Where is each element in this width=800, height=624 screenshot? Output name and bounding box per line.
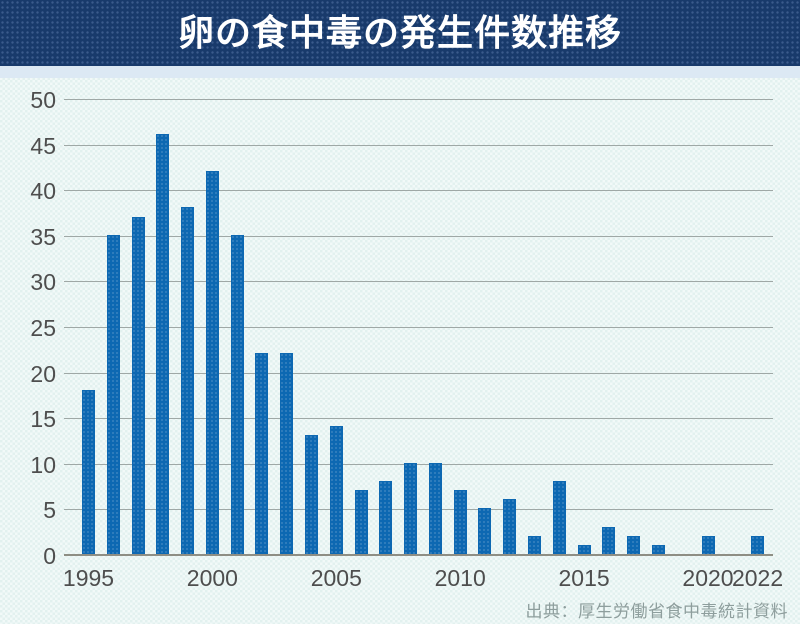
gridline-15: [64, 418, 773, 420]
bar-2006: [354, 490, 368, 554]
bar-1996: [106, 234, 120, 554]
chart-header: 卵の食中毒の発生件数推移: [0, 0, 800, 66]
bar-2005: [329, 426, 343, 554]
y-axis-label-40: 40: [30, 178, 56, 205]
x-axis-label-2000: 2000: [186, 565, 238, 591]
bar-2000: [205, 170, 219, 554]
x-axis-label-2022: 2022: [731, 565, 784, 591]
bar-2008: [404, 462, 418, 554]
y-axis-label-35: 35: [30, 223, 56, 250]
gridline-25: [64, 327, 773, 328]
bar-1995: [82, 389, 95, 554]
bar-2010: [453, 490, 467, 554]
y-axis-label-30: 30: [30, 269, 56, 296]
bar-2015: [577, 544, 591, 554]
y-axis-label-45: 45: [30, 132, 56, 159]
x-axis-line: [64, 554, 773, 556]
x-axis-label-2020: 2020: [682, 565, 734, 591]
x-axis-label-2015: 2015: [558, 565, 610, 591]
gridline-20: [64, 372, 773, 374]
gridline-45: [64, 144, 773, 146]
bar-2016: [602, 526, 616, 554]
gridline-50: [64, 99, 773, 100]
x-axis-label-2005: 2005: [310, 565, 362, 591]
bar-1998: [156, 134, 170, 554]
y-axis-label-50: 50: [30, 87, 56, 113]
header-divider-band: [0, 66, 800, 78]
x-axis-label-2010: 2010: [434, 565, 486, 591]
source-note: 出典：厚生労働省食中毒統計資料: [525, 602, 788, 621]
bar-2001: [230, 234, 244, 554]
gridline-10: [64, 463, 773, 465]
bar-1997: [131, 216, 145, 554]
y-axis-label-15: 15: [30, 406, 56, 433]
gridline-30: [64, 281, 773, 283]
bar-2003: [280, 353, 294, 554]
bar-2011: [478, 508, 492, 554]
bar-2007: [379, 481, 393, 554]
bar-2012: [503, 499, 517, 554]
gridline-5: [64, 509, 773, 511]
bar-2014: [552, 481, 566, 554]
x-axis-label-1995: 1995: [62, 565, 115, 591]
chart-title: 卵の食中毒の発生件数推移: [177, 12, 622, 53]
bar-2022: [751, 535, 765, 554]
bar-2013: [528, 535, 542, 554]
bar-2002: [255, 353, 269, 554]
y-axis-label-0: 0: [43, 543, 56, 569]
gridline-40: [64, 190, 773, 192]
y-axis-label-25: 25: [30, 315, 56, 341]
y-axis-label-10: 10: [30, 451, 56, 478]
plot-area: [64, 99, 773, 556]
bar-2017: [627, 535, 641, 554]
gridline-35: [64, 235, 773, 237]
bar-2020: [701, 535, 715, 554]
y-axis-label-20: 20: [30, 360, 56, 387]
y-axis-label-5: 5: [43, 497, 56, 524]
bar-2018: [651, 544, 665, 554]
bar-2004: [305, 435, 319, 554]
bar-2009: [428, 462, 442, 554]
bar-1999: [181, 207, 195, 554]
